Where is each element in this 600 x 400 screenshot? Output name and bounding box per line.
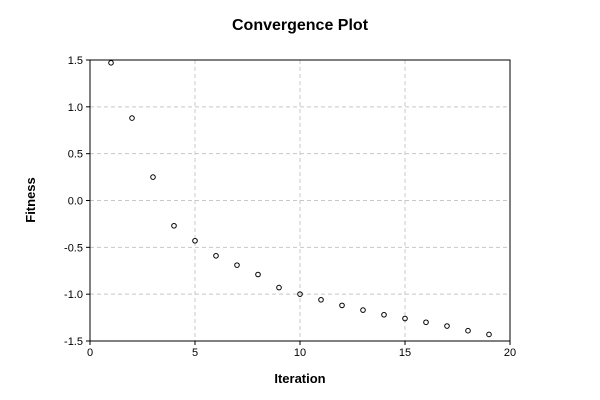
- data-points: [108, 60, 492, 338]
- data-point: [339, 302, 345, 309]
- grid-lines: [90, 60, 510, 341]
- y-tick-label: 0.0: [68, 196, 83, 208]
- x-axis-label: Iteration: [274, 371, 325, 386]
- x-tick-label: 15: [399, 347, 411, 359]
- data-point: [192, 237, 198, 244]
- y-tick-label: 1.5: [68, 55, 83, 67]
- data-point: [108, 60, 114, 66]
- data-point: [276, 284, 282, 291]
- x-tick-label: 0: [87, 347, 93, 359]
- data-point: [150, 174, 156, 180]
- data-point: [402, 315, 408, 322]
- data-point: [486, 331, 492, 338]
- y-tick-label: 1.0: [68, 102, 83, 114]
- data-point: [444, 323, 450, 329]
- y-axis-label: Fitness: [23, 177, 38, 223]
- data-point: [234, 262, 240, 268]
- axis-ticks: 0 5 10 15 20 1.5 1.0 0.5 0.0 -0.5 -1.0 -1.5: [64, 55, 516, 359]
- y-tick-label: -1.0: [64, 289, 83, 301]
- y-tick-label: -0.5: [64, 242, 83, 254]
- data-point: [129, 115, 135, 121]
- data-point: [255, 271, 261, 278]
- data-point: [360, 307, 366, 313]
- x-tick-label: 20: [504, 347, 516, 359]
- data-point: [318, 296, 324, 303]
- data-point: [213, 252, 219, 259]
- data-point: [297, 291, 303, 297]
- x-tick-label: 5: [192, 347, 198, 359]
- data-point: [465, 327, 471, 334]
- data-point: [423, 319, 429, 326]
- chart-title: Convergence Plot: [232, 17, 369, 34]
- data-point: [381, 311, 387, 318]
- y-tick-label: 0.5: [68, 149, 83, 161]
- data-point: [171, 222, 177, 229]
- x-tick-label: 10: [294, 347, 306, 359]
- y-tick-label: -1.5: [64, 336, 83, 348]
